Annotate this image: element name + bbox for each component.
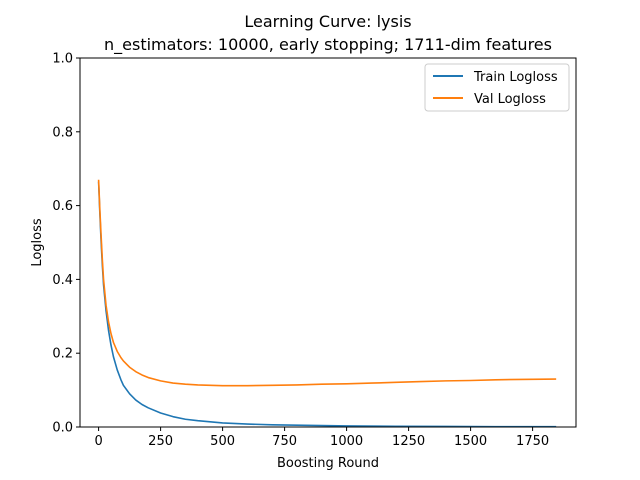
plot-area — [97, 179, 557, 428]
y-axis: 0.0 0.2 0.4 0.6 0.8 1.0 — [52, 52, 80, 436]
legend-label-val: Val Logloss — [474, 92, 546, 107]
x-axis-label: Boosting Round — [277, 456, 379, 471]
x-tick-label-7: 1750 — [516, 434, 549, 449]
y-tick-label-0: 0.0 — [52, 421, 73, 436]
x-tick-label-1: 250 — [148, 434, 173, 449]
y-tick-label-5: 1.0 — [52, 52, 73, 67]
chart-title: Learning Curve: lysis — [244, 12, 411, 31]
series-line-1 — [97, 179, 557, 387]
x-tick-label-6: 1500 — [454, 434, 487, 449]
x-axis: 0 250 500 750 1000 1250 1500 1750 — [94, 427, 549, 449]
x-tick-label-5: 1250 — [392, 434, 425, 449]
y-tick-label-1: 0.2 — [52, 347, 73, 362]
y-tick-label-3: 0.6 — [52, 199, 73, 214]
x-tick-label-3: 750 — [272, 434, 297, 449]
y-axis-label: Logloss — [30, 218, 45, 267]
x-tick-label-4: 1000 — [330, 434, 363, 449]
legend-label-train: Train Logloss — [473, 70, 558, 85]
x-tick-label-2: 500 — [210, 434, 235, 449]
legend: Train Logloss Val Logloss — [424, 63, 570, 112]
plot-frame — [79, 57, 577, 428]
chart-subtitle: n_estimators: 10000, early stopping; 171… — [104, 35, 552, 55]
x-tick-label-0: 0 — [94, 434, 102, 449]
series-line-0 — [97, 181, 557, 428]
y-tick-label-4: 0.8 — [52, 125, 73, 140]
y-tick-label-2: 0.4 — [52, 273, 73, 288]
